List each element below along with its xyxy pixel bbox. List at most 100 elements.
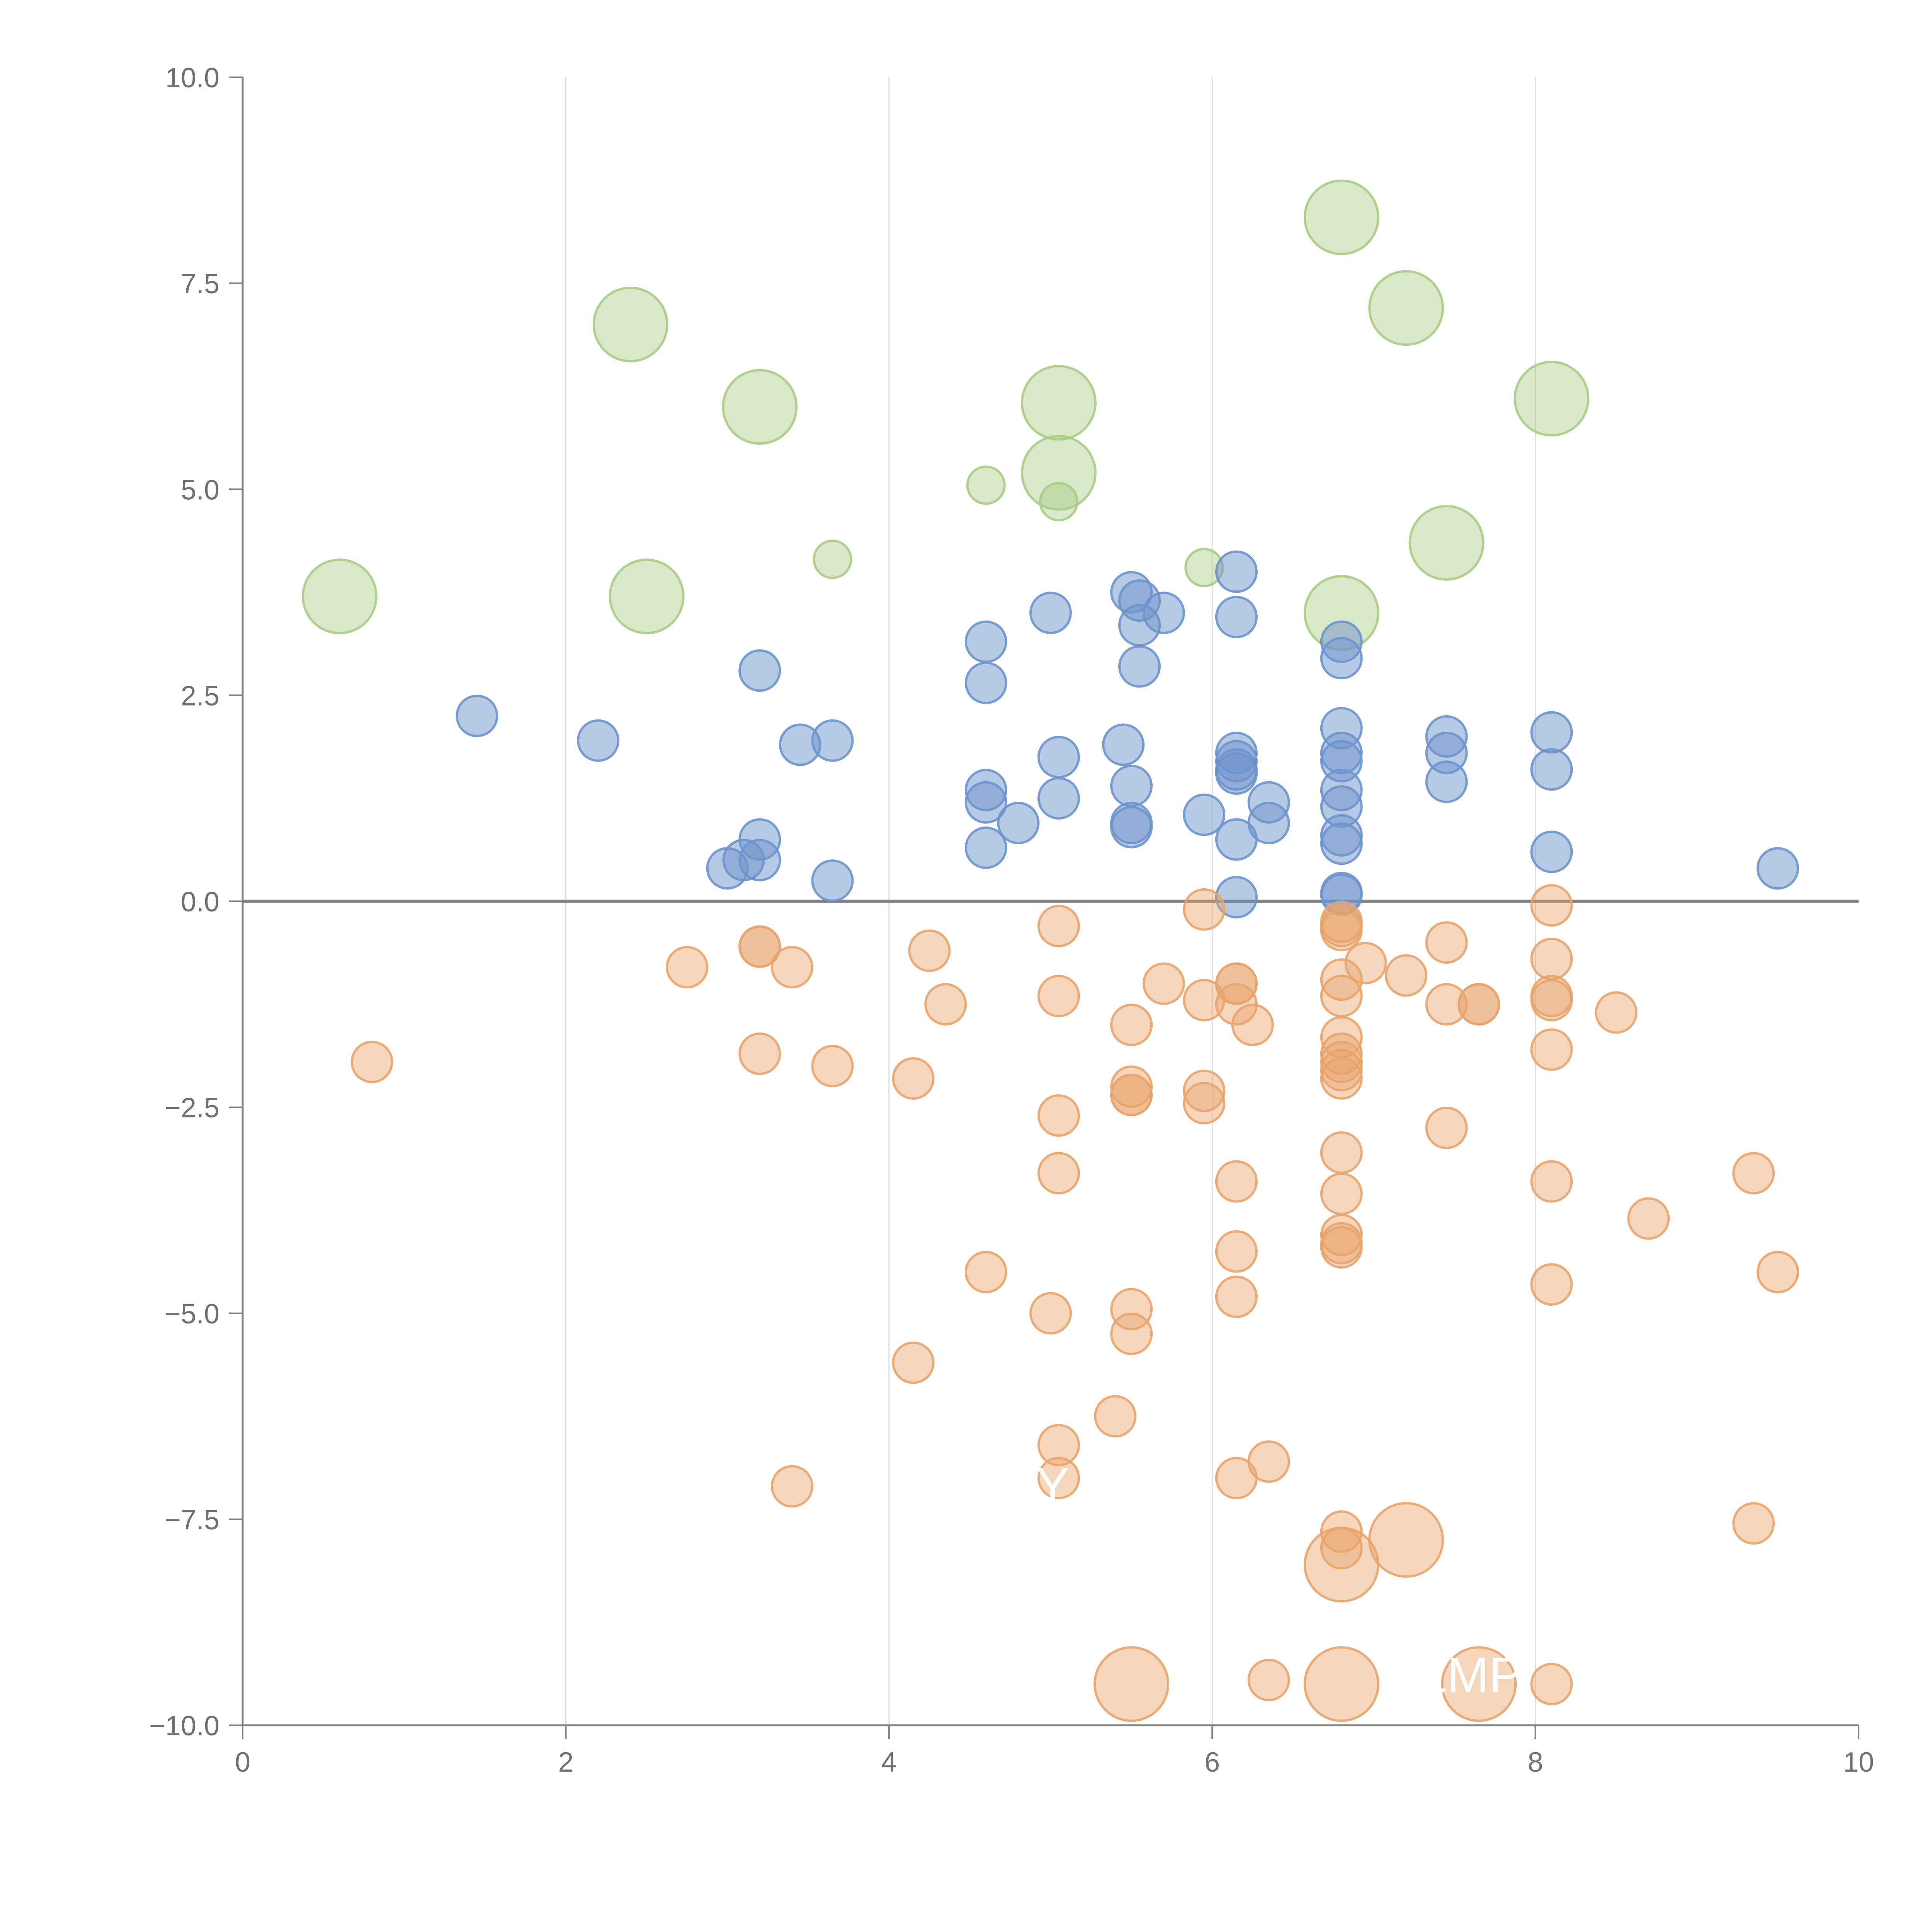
small-positive-point xyxy=(1215,818,1258,861)
large-positive-point xyxy=(966,465,1006,505)
negative-point xyxy=(1732,1502,1775,1545)
negative-point xyxy=(1320,1226,1363,1269)
negative-point xyxy=(1320,1172,1363,1215)
small-positive-point xyxy=(1183,793,1226,836)
small-positive-point xyxy=(1320,637,1363,680)
small-positive-point xyxy=(964,662,1007,704)
negative-point xyxy=(1385,954,1428,997)
negative-point xyxy=(1037,905,1080,947)
negative-point xyxy=(770,1465,813,1508)
negative-point xyxy=(1231,1003,1274,1046)
small-positive-point xyxy=(577,719,620,762)
negative-point xyxy=(1215,1276,1258,1318)
negative-point xyxy=(1303,1646,1379,1722)
negative-point xyxy=(1530,937,1573,980)
small-positive-point xyxy=(1530,830,1573,873)
negative-point xyxy=(1441,1646,1517,1722)
small-positive-point xyxy=(1037,736,1080,779)
x-tick-label: 10 xyxy=(1843,1747,1874,1778)
negative-point xyxy=(1183,888,1226,931)
negative-point xyxy=(1320,1131,1363,1174)
small-positive-point xyxy=(997,801,1040,844)
negative-point xyxy=(1320,1510,1363,1553)
negative-point xyxy=(1183,979,1226,1022)
small-positive-point xyxy=(1102,723,1145,766)
large-positive-point xyxy=(1020,365,1097,441)
small-positive-point xyxy=(1320,822,1363,865)
small-positive-point xyxy=(1118,604,1161,647)
small-positive-point xyxy=(1037,777,1080,820)
negative-point xyxy=(1110,1073,1153,1116)
y-tick-label: 2.5 xyxy=(181,680,219,711)
small-positive-point xyxy=(1029,592,1072,634)
negative-point xyxy=(892,1057,935,1100)
negative-point xyxy=(964,1251,1007,1294)
negative-point xyxy=(908,929,951,972)
negative-point xyxy=(1320,975,1363,1017)
negative-point xyxy=(1303,1527,1379,1603)
negative-point xyxy=(1183,1082,1226,1124)
negative-point xyxy=(350,1041,393,1083)
negative-point xyxy=(1094,1646,1170,1722)
negative-point xyxy=(1215,1160,1258,1203)
negative-point xyxy=(666,946,709,989)
negative-point xyxy=(1595,991,1638,1034)
y-tick-label: −7.5 xyxy=(165,1505,219,1536)
negative-point xyxy=(1530,979,1573,1022)
negative-point xyxy=(1110,1003,1153,1046)
y-tick-label: −2.5 xyxy=(165,1093,219,1124)
large-positive-point xyxy=(1303,179,1379,255)
y-tick-label: −5.0 xyxy=(165,1299,219,1330)
negative-point xyxy=(1425,983,1468,1026)
small-positive-point xyxy=(1215,752,1258,795)
negative-point xyxy=(1368,1502,1444,1578)
negative-point xyxy=(1530,1663,1573,1706)
large-positive-point xyxy=(1020,435,1097,511)
x-tick-label: 8 xyxy=(1528,1747,1543,1778)
callout-label: LMP xyxy=(1419,1647,1522,1703)
negative-point xyxy=(1142,962,1185,1005)
negative-point xyxy=(1037,1152,1080,1195)
negative-point xyxy=(1425,921,1468,964)
small-positive-point xyxy=(1756,847,1799,890)
small-positive-point xyxy=(964,826,1007,869)
negative-point xyxy=(1247,1658,1290,1701)
small-positive-point xyxy=(964,620,1007,663)
y-tick-label: 0.0 xyxy=(181,887,219,918)
negative-point xyxy=(1425,1106,1468,1149)
negative-point xyxy=(770,946,813,989)
negative-point xyxy=(1037,1094,1080,1137)
large-positive-point xyxy=(1039,482,1078,522)
small-positive-point xyxy=(1110,806,1153,849)
negative-point xyxy=(1037,1457,1080,1500)
small-positive-point xyxy=(779,723,821,766)
large-positive-point xyxy=(301,558,378,634)
negative-point xyxy=(1110,1288,1153,1331)
large-positive-point xyxy=(609,558,685,634)
x-tick-label: 4 xyxy=(881,1747,897,1778)
small-positive-point xyxy=(706,847,749,890)
small-positive-point xyxy=(1530,748,1573,791)
negative-point xyxy=(1215,1230,1258,1273)
negative-point xyxy=(738,1032,781,1075)
negative-point xyxy=(1037,1423,1080,1466)
small-positive-point xyxy=(738,649,781,692)
small-positive-point xyxy=(1425,760,1468,803)
large-positive-point xyxy=(722,369,798,445)
large-positive-point xyxy=(1514,361,1590,437)
negative-point xyxy=(1215,1457,1258,1500)
large-positive-point xyxy=(592,286,668,362)
callout-label: DY xyxy=(1000,1457,1070,1514)
x-tick-label: 6 xyxy=(1204,1747,1220,1778)
small-positive-point xyxy=(1118,645,1161,688)
negative-point xyxy=(1530,1263,1573,1306)
large-positive-point xyxy=(1368,270,1444,346)
small-positive-point xyxy=(1530,711,1573,754)
negative-point xyxy=(1183,1069,1226,1112)
negative-point xyxy=(1094,1395,1137,1438)
y-tick-label: 10.0 xyxy=(165,63,219,94)
point-layer xyxy=(301,179,1799,1722)
y-tick-label: 7.5 xyxy=(181,269,219,299)
large-positive-point xyxy=(1408,505,1485,581)
